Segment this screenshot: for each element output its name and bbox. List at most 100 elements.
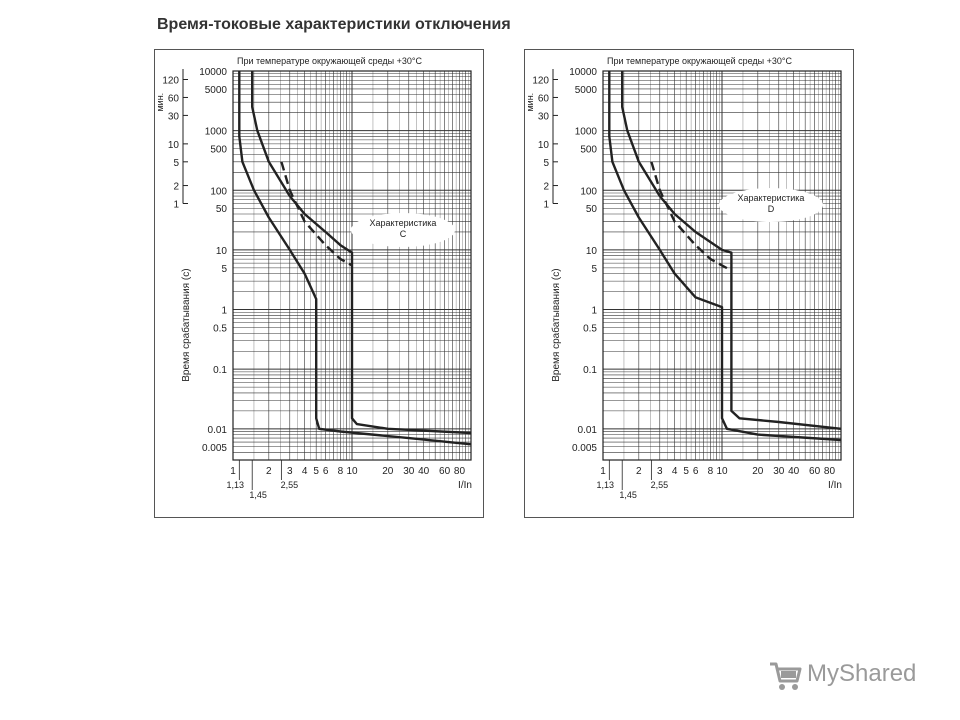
x-special-label: 1,13 xyxy=(227,480,245,490)
x-tick-label: 30 xyxy=(403,466,415,477)
y-tick-label: 500 xyxy=(580,145,597,156)
minutes-tick-label: 30 xyxy=(538,111,550,122)
x-tick-label: 3 xyxy=(287,466,293,477)
curve-label-background xyxy=(719,188,823,222)
x-tick-label: 2 xyxy=(266,466,272,477)
y-tick-label: 1 xyxy=(221,306,227,317)
plot-frame xyxy=(232,70,472,461)
minutes-tick-label: 10 xyxy=(168,140,180,151)
x-tick-label: 80 xyxy=(454,466,466,477)
minutes-tick-label: 120 xyxy=(162,76,179,87)
chart-panel-characteristic-d: При температуре окружающей среды +30°C Ха… xyxy=(524,49,854,518)
curve-label: Характеристика C xyxy=(370,218,437,239)
y-tick-label: 0.5 xyxy=(213,323,227,334)
chart-c-svg: При температуре окружающей среды +30°C Ха… xyxy=(155,56,472,500)
minutes-tick-label: 5 xyxy=(543,158,549,169)
x-tick-label: 5 xyxy=(683,466,689,477)
x-tick-label: 5 xyxy=(313,466,319,477)
x-special-label: 1,45 xyxy=(249,490,267,500)
x-tick-label: 20 xyxy=(382,466,394,477)
trip-curve-3 xyxy=(650,161,732,272)
y-axis-label: Время срабатывания (с) xyxy=(180,268,192,381)
minutes-tick-label: 5 xyxy=(173,158,179,169)
chart-panel-characteristic-c: При температуре окружающей среды +30°C Ха… xyxy=(154,49,484,518)
curve-label-line: D xyxy=(768,204,775,214)
minutes-tick-label: 60 xyxy=(168,93,180,104)
y-tick-label: 0.005 xyxy=(202,443,227,454)
minutes-axis-label: мин. xyxy=(525,93,535,112)
trip-curve-1 xyxy=(238,71,472,446)
y-tick-label: 10 xyxy=(586,246,598,257)
curve-label-line: Характеристика xyxy=(370,218,437,228)
y-tick-label: 10000 xyxy=(569,67,597,78)
y-tick-label: 5000 xyxy=(575,85,598,96)
minutes-tick-label: 1 xyxy=(173,200,179,211)
x-tick-label: 3 xyxy=(657,466,663,477)
watermark-text: MyShared xyxy=(807,660,917,687)
y-tick-label: 0.1 xyxy=(213,365,227,376)
curve-label-line: Характеристика xyxy=(738,193,805,203)
y-tick-label: 500 xyxy=(210,145,227,156)
x-tick-label: 60 xyxy=(809,466,821,477)
x-tick-label: 60 xyxy=(439,466,451,477)
plot-area xyxy=(602,70,842,461)
minutes-tick-label: 2 xyxy=(543,182,549,193)
x-axis-label: I/In xyxy=(458,480,472,491)
x-special-label: 2,55 xyxy=(281,480,299,490)
minutes-tick-label: 1 xyxy=(543,200,549,211)
y-tick-label: 100 xyxy=(210,186,227,197)
y-tick-label: 5000 xyxy=(205,85,228,96)
y-tick-label: 5 xyxy=(221,264,227,275)
x-tick-label: 20 xyxy=(752,466,764,477)
x-tick-label: 8 xyxy=(708,466,714,477)
x-tick-label: 8 xyxy=(338,466,344,477)
y-tick-label: 100 xyxy=(580,186,597,197)
y-tick-label: 0.5 xyxy=(583,323,597,334)
minutes-tick-label: 120 xyxy=(532,76,549,87)
minutes-tick-label: 30 xyxy=(168,111,180,122)
top-note: При температуре окружающей среды +30°C xyxy=(607,56,793,66)
chart-d-svg: При температуре окружающей среды +30°C Ха… xyxy=(525,56,842,500)
page-title: Время-токовые характеристики отключения xyxy=(157,16,511,33)
curve-label-line: C xyxy=(400,229,407,239)
x-special-label: 2,55 xyxy=(651,480,669,490)
x-tick-label: 4 xyxy=(672,466,678,477)
curve-label-background xyxy=(351,213,455,247)
x-special-label: 1,45 xyxy=(619,490,637,500)
x-tick-label: 10 xyxy=(716,466,728,477)
x-tick-label: 1 xyxy=(230,466,236,477)
y-tick-label: 0.1 xyxy=(583,365,597,376)
minutes-tick-label: 10 xyxy=(538,140,550,151)
y-tick-label: 10 xyxy=(216,246,228,257)
plot-area xyxy=(232,70,472,461)
x-tick-label: 2 xyxy=(636,466,642,477)
trip-curve-1 xyxy=(608,71,842,442)
shopping-cart-icon xyxy=(770,662,802,690)
x-axis-label: I/In xyxy=(828,480,842,491)
watermark-logo: MyShared xyxy=(767,657,927,693)
x-tick-label: 6 xyxy=(693,466,699,477)
y-tick-label: 0.01 xyxy=(578,425,598,436)
y-tick-label: 50 xyxy=(586,204,598,215)
x-tick-label: 30 xyxy=(773,466,785,477)
y-tick-label: 1 xyxy=(591,306,597,317)
y-tick-label: 50 xyxy=(216,204,228,215)
y-tick-label: 1000 xyxy=(205,127,228,138)
y-tick-label: 10000 xyxy=(199,67,227,78)
trip-curve-3 xyxy=(280,161,353,267)
x-special-label: 1,13 xyxy=(597,480,615,490)
curve-label: Характеристика D xyxy=(738,193,805,214)
y-tick-label: 0.005 xyxy=(572,443,597,454)
x-tick-label: 40 xyxy=(788,466,800,477)
x-tick-label: 1 xyxy=(600,466,606,477)
trip-curve-2 xyxy=(621,71,842,430)
y-tick-label: 0.01 xyxy=(208,425,228,436)
plot-frame xyxy=(602,70,842,461)
trip-curve-2 xyxy=(251,71,472,435)
x-tick-label: 10 xyxy=(346,466,358,477)
minutes-tick-label: 2 xyxy=(173,182,179,193)
minutes-axis-label: мин. xyxy=(155,93,165,112)
x-tick-label: 4 xyxy=(302,466,308,477)
y-axis-label: Время срабатывания (с) xyxy=(550,268,562,381)
x-tick-label: 80 xyxy=(824,466,836,477)
